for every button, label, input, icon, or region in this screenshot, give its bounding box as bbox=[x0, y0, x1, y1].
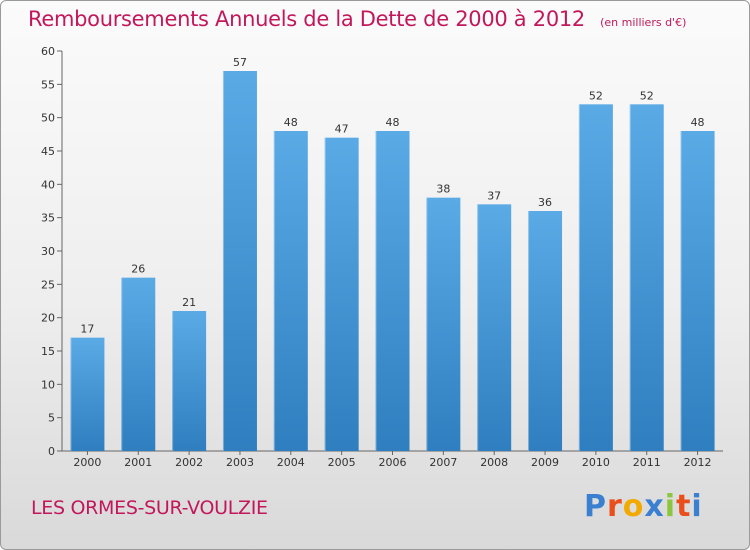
bar-value-label: 57 bbox=[233, 56, 247, 69]
y-tick-label: 50 bbox=[41, 112, 55, 125]
y-tick-label: 60 bbox=[41, 45, 55, 58]
axes: 0 5 10 15 20 25 30 35 40 45 50 55 60 2000 2001 2002 2003… bbox=[41, 45, 723, 469]
bar bbox=[121, 277, 156, 451]
x-tick-label: 2001 bbox=[124, 456, 152, 469]
bar bbox=[222, 71, 257, 451]
logo-letter: i bbox=[691, 489, 703, 524]
x-tick-label: 2009 bbox=[531, 456, 559, 469]
bar bbox=[680, 131, 715, 451]
logo-letter: r bbox=[607, 489, 623, 524]
bar-value-label: 52 bbox=[640, 89, 654, 102]
bar-value-label: 17 bbox=[80, 323, 94, 336]
x-tick-label: 2000 bbox=[73, 456, 101, 469]
y-tick-label: 25 bbox=[41, 278, 55, 291]
bar bbox=[324, 137, 359, 451]
bar bbox=[70, 337, 105, 451]
y-tick-label: 45 bbox=[41, 145, 55, 158]
bars bbox=[70, 71, 715, 451]
y-tick-label: 20 bbox=[41, 312, 55, 325]
bar bbox=[528, 211, 563, 451]
bar bbox=[477, 204, 512, 451]
y-tick-label: 40 bbox=[41, 178, 55, 191]
bar-value-label: 52 bbox=[589, 89, 603, 102]
title-row: Remboursements Annuels de la Dette de 20… bbox=[28, 7, 686, 31]
y-tick-label: 15 bbox=[41, 345, 55, 358]
proxiti-logo: Proxiti bbox=[584, 489, 703, 524]
data-labels: 17 26 21 57 48 47 48 38 37 36 52 52 48 bbox=[80, 56, 704, 336]
logo-letter: o bbox=[622, 489, 645, 524]
x-tick-label: 2003 bbox=[226, 456, 254, 469]
bar-value-label: 38 bbox=[436, 183, 450, 196]
y-tick-label: 35 bbox=[41, 212, 55, 225]
town-name: LES ORMES-SUR-VOULZIE bbox=[31, 497, 268, 519]
chart-subtitle: (en milliers d'€) bbox=[600, 16, 687, 29]
bar bbox=[172, 311, 207, 451]
x-tick-label: 2006 bbox=[379, 456, 407, 469]
bar-value-label: 48 bbox=[691, 116, 705, 129]
bar bbox=[375, 131, 410, 451]
logo-letter: P bbox=[584, 489, 607, 524]
x-tick-label: 2004 bbox=[277, 456, 305, 469]
bar-value-label: 36 bbox=[538, 196, 552, 209]
logo-letter: x bbox=[644, 489, 665, 524]
logo-letter: i bbox=[664, 489, 677, 524]
x-tick-label: 2008 bbox=[480, 456, 508, 469]
y-tick-label: 0 bbox=[48, 445, 55, 458]
bar bbox=[273, 131, 308, 451]
bar-value-label: 37 bbox=[487, 189, 501, 202]
bar bbox=[629, 104, 664, 451]
bar bbox=[426, 197, 461, 451]
logo-letter: t bbox=[676, 489, 692, 524]
x-tick-label: 2011 bbox=[633, 456, 661, 469]
x-tick-label: 2007 bbox=[429, 456, 457, 469]
x-tick-label: 2012 bbox=[684, 456, 712, 469]
y-tick-label: 10 bbox=[41, 378, 55, 391]
bar-value-label: 48 bbox=[386, 116, 400, 129]
chart-title: Remboursements Annuels de la Dette de 20… bbox=[28, 7, 585, 31]
x-tick-label: 2005 bbox=[328, 456, 356, 469]
y-tick-label: 55 bbox=[41, 78, 55, 91]
x-tick-label: 2010 bbox=[582, 456, 610, 469]
bar-value-label: 48 bbox=[284, 116, 298, 129]
bar-value-label: 26 bbox=[131, 263, 145, 276]
bar-value-label: 47 bbox=[335, 123, 349, 136]
bar-value-label: 21 bbox=[182, 296, 196, 309]
bar bbox=[578, 104, 613, 451]
x-tick-label: 2002 bbox=[175, 456, 203, 469]
y-tick-label: 30 bbox=[41, 245, 55, 258]
y-tick-label: 5 bbox=[48, 412, 55, 425]
